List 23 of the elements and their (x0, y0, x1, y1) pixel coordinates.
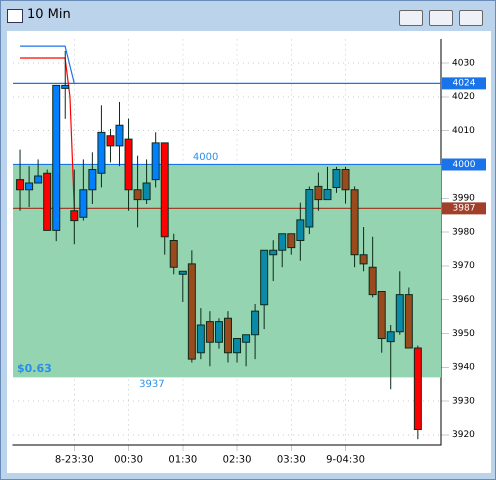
chart-title: 10 Min (27, 7, 71, 22)
ref-line-label: 4000 (192, 152, 218, 164)
y-tick-label: 4030 (452, 58, 476, 68)
x-tick-label: 9-04:30 (326, 454, 365, 466)
y-tick-label: 3970 (452, 261, 476, 272)
x-tick-label: 03:30 (276, 454, 306, 466)
annotation: $0.63 (17, 362, 52, 375)
ref-line-label: 4024 (452, 78, 476, 89)
y-tick-label: 4010 (452, 126, 476, 136)
y-tick-label: 4020 (452, 92, 476, 102)
y-tick-label: 3940 (452, 362, 476, 373)
x-tick-label: 00:30 (114, 454, 143, 466)
x-tick-label: 01:30 (168, 454, 198, 466)
y-tick-label: 3950 (452, 328, 476, 339)
ref-line-label: 3987 (452, 204, 476, 214)
y-tick-label: 3960 (452, 295, 476, 306)
annotation: 3937 (139, 378, 165, 390)
y-tick-label: 3990 (452, 194, 476, 204)
x-tick-label: 8-23:30 (54, 454, 94, 466)
x-tick-label: 02:30 (222, 454, 252, 466)
y-tick-label: 3920 (452, 430, 476, 440)
y-tick-label: 3980 (452, 227, 476, 238)
y-tick-label: 3930 (452, 396, 476, 406)
